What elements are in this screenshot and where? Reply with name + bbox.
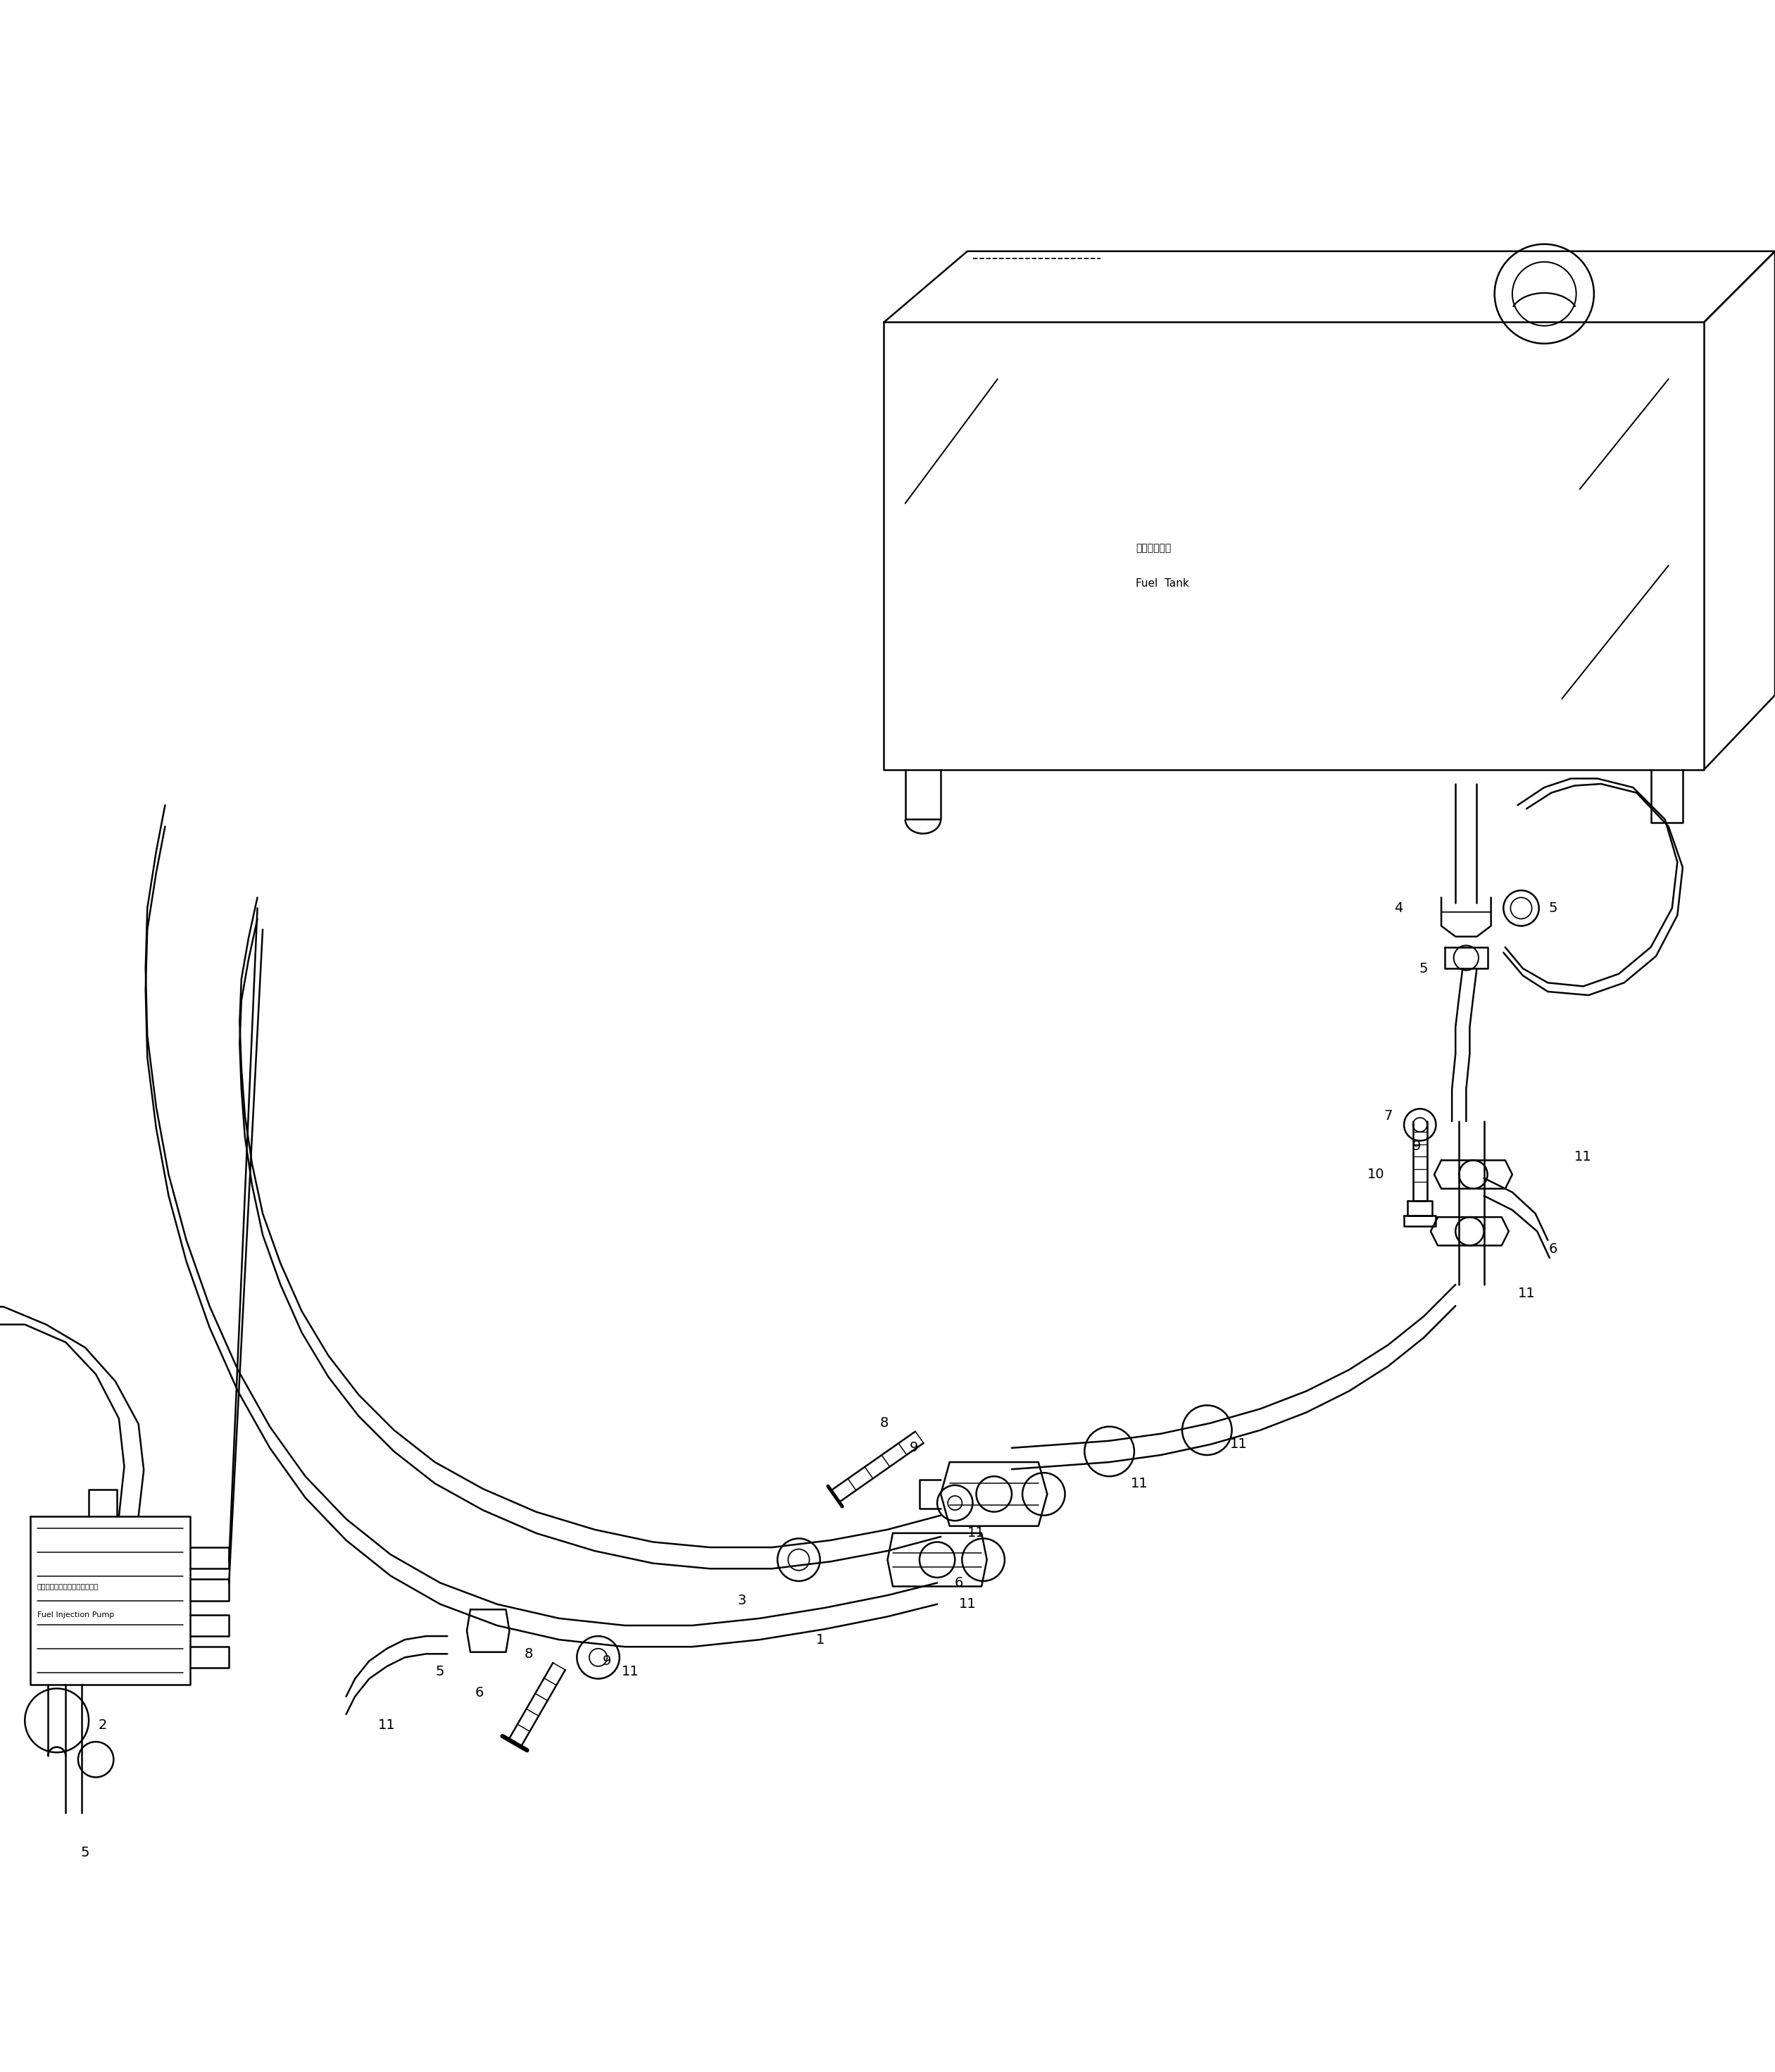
Text: 8: 8	[525, 1647, 532, 1660]
Text: 6: 6	[476, 1687, 483, 1699]
Text: 11: 11	[1230, 1438, 1248, 1450]
Text: 11: 11	[1518, 1287, 1535, 1299]
Text: Fuel Injection Pump: Fuel Injection Pump	[37, 1612, 114, 1618]
Text: Fuel  Tank: Fuel Tank	[1136, 578, 1189, 588]
Text: 9: 9	[1413, 1140, 1420, 1152]
Text: 9: 9	[911, 1442, 918, 1455]
Text: 11: 11	[378, 1718, 396, 1732]
Text: 2: 2	[99, 1718, 107, 1732]
Text: フェルインジェクションポンプ: フェルインジェクションポンプ	[37, 1583, 99, 1589]
Text: 9: 9	[604, 1653, 611, 1668]
Text: 5: 5	[1420, 961, 1427, 976]
Text: 4: 4	[1395, 901, 1402, 916]
Text: 11: 11	[1574, 1150, 1592, 1162]
Text: 5: 5	[1550, 901, 1557, 916]
Text: 6: 6	[1550, 1243, 1557, 1256]
Text: 5: 5	[437, 1666, 444, 1678]
Text: 10: 10	[1367, 1169, 1384, 1181]
Text: 5: 5	[82, 1846, 89, 1859]
Text: 3: 3	[738, 1593, 745, 1608]
Text: 7: 7	[1384, 1109, 1392, 1123]
Text: 1: 1	[816, 1633, 824, 1647]
Text: 8: 8	[880, 1417, 888, 1430]
Text: 11: 11	[959, 1598, 976, 1610]
Text: 6: 6	[955, 1577, 962, 1589]
Text: 11: 11	[621, 1666, 639, 1678]
Text: フェルタンク: フェルタンク	[1136, 543, 1172, 553]
Text: 11: 11	[967, 1527, 985, 1539]
Text: 11: 11	[1131, 1477, 1148, 1490]
